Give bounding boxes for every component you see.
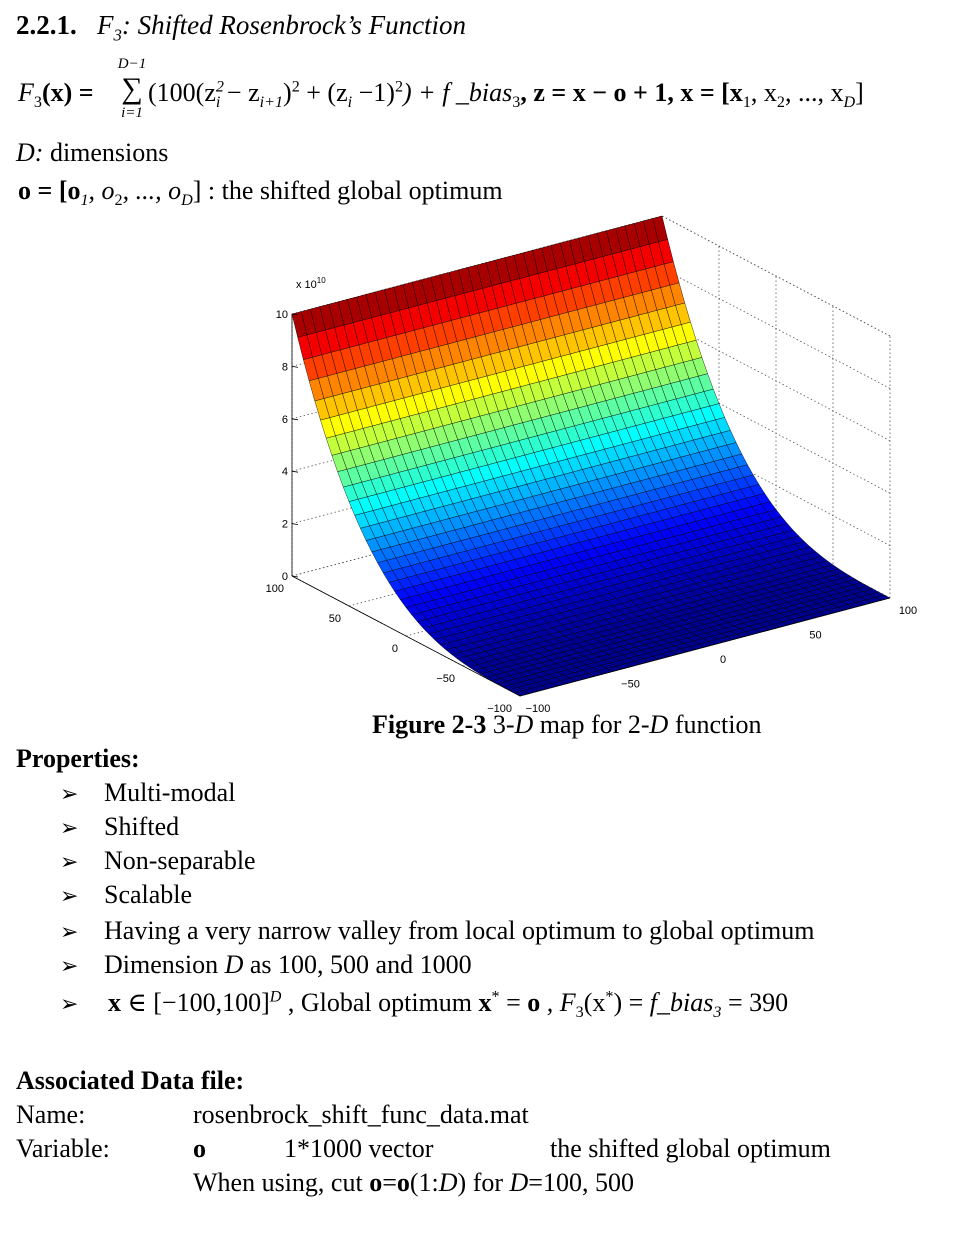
bullet-icon: ➢ [60,849,79,874]
z-tick-label: 10 [276,309,288,321]
definition-o: o = [o1, o2, ..., oD] : the shifted glob… [18,176,503,210]
property-domain: x ∈ [−100,100]D , Global optimum x* = o … [108,988,789,1022]
x-tick-label: −100 [526,703,551,715]
property-item: Multi-modal [104,778,236,807]
bullet-icon: ➢ [60,883,79,908]
section-number: 2.2.1. [16,10,77,40]
function-symbol: F3 [97,10,122,45]
z-tick-label: 6 [282,414,288,426]
y-tick-label: 0 [392,643,398,655]
z-tick-mark [291,313,299,316]
bullet-icon: ➢ [60,991,79,1016]
bullet-icon: ➢ [60,815,79,840]
z-tick-label: 4 [282,466,288,478]
usage-note: When using, cut o=o(1:D) for D=100, 500 [193,1168,634,1197]
property-item: Scalable [104,880,193,909]
variable-size: 1*1000 vector [284,1134,434,1163]
x-axis-line [519,597,891,697]
properties-heading: Properties: [16,744,140,773]
z-tick-mark [291,523,299,525]
bullet-icon: ➢ [60,919,79,944]
name-label: Name: [16,1100,86,1129]
figure-caption: Figure 2-3 3-D map for 2-D function [372,710,762,739]
grid-line [661,268,891,389]
tick-labels: 0 2 4 6 8 10 x 1010 −100 −50 0 50 100 −100 −50 0 50 100 [266,276,918,715]
property-item: Non-separable [104,846,256,875]
variable-label: Variable: [16,1134,110,1163]
bullet-icon: ➢ [60,953,79,978]
x-tick-label: 0 [720,654,726,666]
z-tick-mark [291,575,299,578]
section-heading: 2.2.1. F3: Shifted Rosenbrock’s Function [16,10,467,45]
sum-symbol: D−1 ∑ i=1 [117,56,147,121]
variable-description: the shifted global optimum [550,1134,831,1163]
surface-plot: 0 2 4 6 8 10 x 1010 −100 −50 0 50 100 −100 −50 0 50 100 [266,215,918,715]
data-file-heading: Associated Data file: [16,1066,245,1095]
section-title: : Shifted Rosenbrock’s Function [121,10,467,40]
y-tick-label: −100 [487,703,512,715]
x-tick-label: 100 [899,605,917,617]
surface-mesh [291,215,891,697]
y-tick-label: 50 [329,613,341,625]
formula: F3(x) = [18,78,94,112]
z-tick-label: 2 [282,519,288,531]
y-tick-label: −50 [436,673,455,685]
x-tick-label: −50 [621,679,640,691]
z-tick-mark [291,470,299,473]
bullet-icon: ➢ [60,781,79,806]
property-item: Having a very narrow valley from local o… [104,916,815,945]
z-tick-label: 0 [282,571,288,583]
property-item: Shifted [104,812,180,841]
x-tick-label: 50 [809,630,821,642]
formula-body: (100(z2i − zi+1)2 + (zi −1)2) + f _bias3… [148,78,864,112]
axis-lines [291,313,891,697]
z-tick-mark [291,418,299,421]
z-tick-mark [291,366,299,368]
z-multiplier-label: x 1010 [296,276,326,291]
y-axis-line [291,575,521,697]
name-value: rosenbrock_shift_func_data.mat [193,1100,529,1129]
definition-d: D: dimensions [16,138,169,167]
variable-name: o [193,1134,206,1163]
y-tick-label: 100 [266,583,284,595]
z-tick-label: 8 [282,361,288,373]
property-dimension: Dimension D as 100, 500 and 1000 [104,950,472,979]
grid-line [661,215,891,337]
